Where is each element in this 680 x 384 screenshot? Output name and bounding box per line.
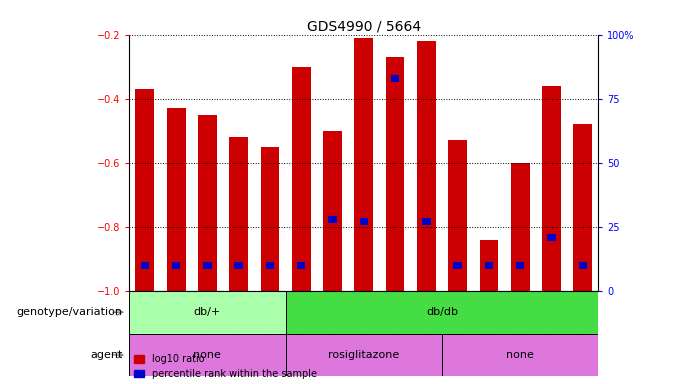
Bar [286,291,598,334]
Bar [198,115,217,291]
Text: none: none [194,350,221,360]
Text: rosiglitazone: rosiglitazone [328,350,399,360]
Text: genotype/variation: genotype/variation [16,307,122,317]
Bar [260,147,279,291]
Bar [360,218,368,225]
Bar [292,66,311,291]
Bar [516,262,524,269]
Bar [422,218,430,225]
Bar [573,124,592,291]
Bar [579,262,587,269]
Text: none: none [507,350,534,360]
Bar [454,262,462,269]
Bar [297,262,305,269]
Bar [323,131,342,291]
Title: GDS4990 / 5664: GDS4990 / 5664 [307,20,421,33]
Bar [167,108,186,291]
Bar [266,262,274,269]
Bar [547,233,556,241]
Legend: log10 ratio, percentile rank within the sample: log10 ratio, percentile rank within the … [134,354,317,379]
Bar [328,215,337,223]
Bar [229,137,248,291]
Bar [485,262,493,269]
Bar [354,38,373,291]
Bar [129,334,286,376]
Bar [386,57,405,291]
Bar [235,262,243,269]
Bar [448,140,467,291]
Bar [129,291,286,334]
Bar [442,334,598,376]
Bar [135,89,154,291]
Bar [479,240,498,291]
Text: db/+: db/+ [194,307,221,317]
Bar [203,262,211,269]
Bar [542,86,561,291]
Bar [391,74,399,82]
Bar [417,41,436,291]
Bar [172,262,180,269]
Text: db/db: db/db [426,307,458,317]
Text: agent: agent [90,350,122,360]
Bar [286,334,442,376]
Bar [141,262,149,269]
Bar [511,163,530,291]
